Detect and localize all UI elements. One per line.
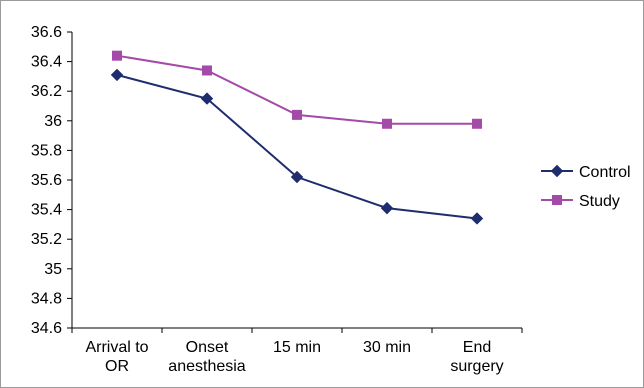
data-point [290,170,304,184]
legend-label: Control [579,164,631,181]
x-tick-label: anesthesia [168,358,245,375]
data-point [382,118,392,129]
y-tick-label: 36.2 [31,83,62,100]
y-tick-label: 34.8 [31,290,62,307]
x-axis-ticks: Arrival to OR Onset anesthesia 15 min 30 min E… [71,328,523,375]
y-tick-label: 35.4 [31,202,62,219]
x-tick-label: Arrival to [85,339,148,356]
data-point [292,109,302,120]
data-point [380,201,394,215]
series-study [112,50,482,129]
y-tick-label: 34.6 [31,320,62,337]
x-tick-label: OR [105,358,129,375]
y-tick-label: 35 [44,261,62,278]
x-tick-label: End [463,339,491,356]
y-tick-label: 35.2 [31,231,62,248]
legend: Control Study [541,164,631,210]
legend-item-control: Control [541,164,631,181]
y-tick-label: 36.6 [31,24,62,41]
x-tick-label: surgery [450,358,503,375]
data-point [470,212,484,225]
y-tick-label: 36.4 [31,54,62,71]
legend-marker [550,164,564,178]
series-control [110,68,484,225]
data-point [110,68,124,82]
legend-label: Study [579,193,620,210]
y-axis-ticks: 34.6 34.8 35 35.2 35.4 35.6 35.8 36 36.2 36.4 36.6 [31,24,72,337]
y-tick-label: 35.8 [31,142,62,159]
y-tick-label: 35.6 [31,172,62,189]
series-layer [110,50,484,225]
legend-marker [552,195,562,205]
x-tick-label: 30 min [363,339,411,356]
x-tick-label: 15 min [273,339,321,356]
series-line [116,73,478,220]
data-point [472,118,482,129]
data-point [112,50,122,61]
data-point [200,92,214,105]
legend-item-study: Study [541,193,620,210]
data-point [202,65,212,76]
y-tick-label: 36 [44,113,62,130]
x-tick-label: Onset [186,339,229,356]
